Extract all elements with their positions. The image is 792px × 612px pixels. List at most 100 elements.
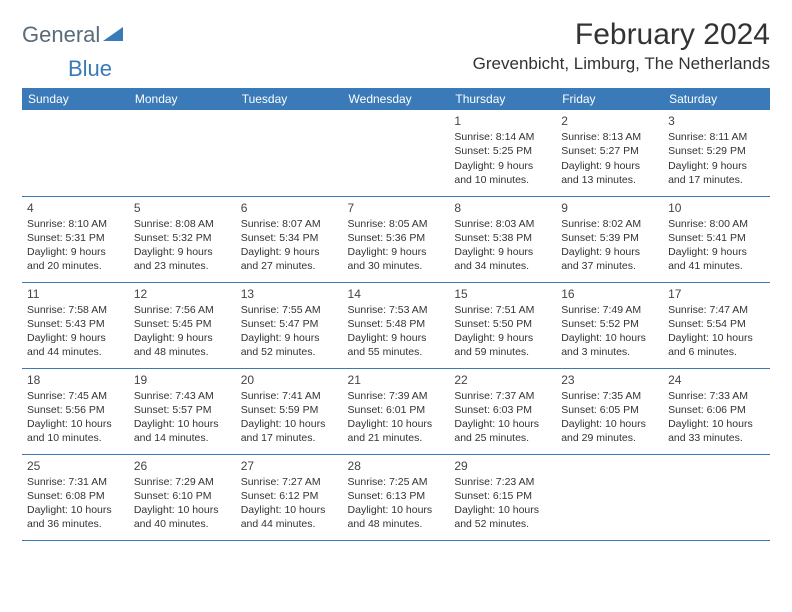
day-daylight2: and 48 minutes.: [134, 345, 231, 359]
day-sunrise: Sunrise: 7:29 AM: [134, 475, 231, 489]
calendar-day-cell: 29Sunrise: 7:23 AMSunset: 6:15 PMDayligh…: [449, 454, 556, 540]
day-daylight2: and 34 minutes.: [454, 259, 551, 273]
calendar-day-cell: 9Sunrise: 8:02 AMSunset: 5:39 PMDaylight…: [556, 196, 663, 282]
day-sunrise: Sunrise: 7:51 AM: [454, 303, 551, 317]
day-daylight1: Daylight: 10 hours: [668, 331, 765, 345]
day-sunrise: Sunrise: 8:07 AM: [241, 217, 338, 231]
logo-text-general: General: [22, 22, 100, 48]
day-daylight1: Daylight: 9 hours: [561, 159, 658, 173]
calendar-day-cell: [663, 454, 770, 540]
day-sunrise: Sunrise: 7:43 AM: [134, 389, 231, 403]
day-sunrise: Sunrise: 7:56 AM: [134, 303, 231, 317]
day-daylight1: Daylight: 10 hours: [668, 417, 765, 431]
day-sunset: Sunset: 6:15 PM: [454, 489, 551, 503]
calendar-week-row: 11Sunrise: 7:58 AMSunset: 5:43 PMDayligh…: [22, 282, 770, 368]
weekday-header: Thursday: [449, 88, 556, 110]
day-number: 18: [27, 372, 124, 388]
day-sunset: Sunset: 5:48 PM: [348, 317, 445, 331]
day-number: 6: [241, 200, 338, 216]
day-sunset: Sunset: 5:41 PM: [668, 231, 765, 245]
day-number: 14: [348, 286, 445, 302]
day-sunrise: Sunrise: 7:31 AM: [27, 475, 124, 489]
month-title: February 2024: [473, 18, 770, 52]
weekday-header: Tuesday: [236, 88, 343, 110]
day-daylight1: Daylight: 10 hours: [27, 417, 124, 431]
day-number: 27: [241, 458, 338, 474]
day-number: 29: [454, 458, 551, 474]
logo-blue-wrap: Blue: [24, 56, 772, 82]
day-sunrise: Sunrise: 7:37 AM: [454, 389, 551, 403]
day-sunrise: Sunrise: 8:03 AM: [454, 217, 551, 231]
day-sunrise: Sunrise: 8:08 AM: [134, 217, 231, 231]
day-number: 8: [454, 200, 551, 216]
day-daylight1: Daylight: 10 hours: [241, 503, 338, 517]
day-sunset: Sunset: 6:10 PM: [134, 489, 231, 503]
calendar-week-row: 18Sunrise: 7:45 AMSunset: 5:56 PMDayligh…: [22, 368, 770, 454]
day-number: 22: [454, 372, 551, 388]
weekday-header: Saturday: [663, 88, 770, 110]
day-daylight2: and 10 minutes.: [454, 173, 551, 187]
calendar-day-cell: [343, 110, 450, 196]
calendar-day-cell: [556, 454, 663, 540]
day-daylight2: and 55 minutes.: [348, 345, 445, 359]
day-sunrise: Sunrise: 7:55 AM: [241, 303, 338, 317]
day-sunrise: Sunrise: 7:23 AM: [454, 475, 551, 489]
day-daylight2: and 14 minutes.: [134, 431, 231, 445]
day-number: 28: [348, 458, 445, 474]
day-number: 17: [668, 286, 765, 302]
day-daylight1: Daylight: 9 hours: [668, 245, 765, 259]
calendar-day-cell: [129, 110, 236, 196]
day-daylight2: and 23 minutes.: [134, 259, 231, 273]
day-number: 19: [134, 372, 231, 388]
day-number: 9: [561, 200, 658, 216]
day-daylight2: and 29 minutes.: [561, 431, 658, 445]
day-daylight1: Daylight: 10 hours: [454, 503, 551, 517]
day-sunset: Sunset: 5:34 PM: [241, 231, 338, 245]
day-number: 4: [27, 200, 124, 216]
day-daylight1: Daylight: 10 hours: [348, 417, 445, 431]
day-daylight2: and 6 minutes.: [668, 345, 765, 359]
day-sunset: Sunset: 6:12 PM: [241, 489, 338, 503]
day-sunrise: Sunrise: 7:39 AM: [348, 389, 445, 403]
day-sunset: Sunset: 6:13 PM: [348, 489, 445, 503]
day-daylight2: and 30 minutes.: [348, 259, 445, 273]
day-daylight1: Daylight: 10 hours: [561, 331, 658, 345]
day-sunset: Sunset: 5:59 PM: [241, 403, 338, 417]
day-number: 3: [668, 113, 765, 129]
calendar-table: Sunday Monday Tuesday Wednesday Thursday…: [22, 88, 770, 541]
day-daylight1: Daylight: 9 hours: [27, 245, 124, 259]
day-sunrise: Sunrise: 7:58 AM: [27, 303, 124, 317]
day-sunrise: Sunrise: 8:10 AM: [27, 217, 124, 231]
day-sunrise: Sunrise: 7:33 AM: [668, 389, 765, 403]
day-number: 1: [454, 113, 551, 129]
calendar-day-cell: 2Sunrise: 8:13 AMSunset: 5:27 PMDaylight…: [556, 110, 663, 196]
day-sunrise: Sunrise: 7:27 AM: [241, 475, 338, 489]
day-number: 20: [241, 372, 338, 388]
day-daylight2: and 44 minutes.: [241, 517, 338, 531]
calendar-day-cell: 25Sunrise: 7:31 AMSunset: 6:08 PMDayligh…: [22, 454, 129, 540]
day-daylight2: and 36 minutes.: [27, 517, 124, 531]
calendar-day-cell: 28Sunrise: 7:25 AMSunset: 6:13 PMDayligh…: [343, 454, 450, 540]
day-sunset: Sunset: 5:39 PM: [561, 231, 658, 245]
day-daylight1: Daylight: 9 hours: [27, 331, 124, 345]
day-sunrise: Sunrise: 7:35 AM: [561, 389, 658, 403]
day-sunset: Sunset: 6:05 PM: [561, 403, 658, 417]
day-sunrise: Sunrise: 8:13 AM: [561, 130, 658, 144]
day-number: 11: [27, 286, 124, 302]
calendar-day-cell: 14Sunrise: 7:53 AMSunset: 5:48 PMDayligh…: [343, 282, 450, 368]
calendar-day-cell: 23Sunrise: 7:35 AMSunset: 6:05 PMDayligh…: [556, 368, 663, 454]
day-daylight2: and 52 minutes.: [241, 345, 338, 359]
calendar-week-row: 4Sunrise: 8:10 AMSunset: 5:31 PMDaylight…: [22, 196, 770, 282]
calendar-day-cell: 5Sunrise: 8:08 AMSunset: 5:32 PMDaylight…: [129, 196, 236, 282]
day-daylight1: Daylight: 10 hours: [348, 503, 445, 517]
calendar-day-cell: 19Sunrise: 7:43 AMSunset: 5:57 PMDayligh…: [129, 368, 236, 454]
calendar-day-cell: 20Sunrise: 7:41 AMSunset: 5:59 PMDayligh…: [236, 368, 343, 454]
day-daylight2: and 10 minutes.: [27, 431, 124, 445]
day-sunset: Sunset: 6:08 PM: [27, 489, 124, 503]
day-sunrise: Sunrise: 8:14 AM: [454, 130, 551, 144]
day-sunset: Sunset: 6:06 PM: [668, 403, 765, 417]
day-daylight2: and 13 minutes.: [561, 173, 658, 187]
day-sunrise: Sunrise: 7:47 AM: [668, 303, 765, 317]
day-number: 26: [134, 458, 231, 474]
calendar-day-cell: [22, 110, 129, 196]
